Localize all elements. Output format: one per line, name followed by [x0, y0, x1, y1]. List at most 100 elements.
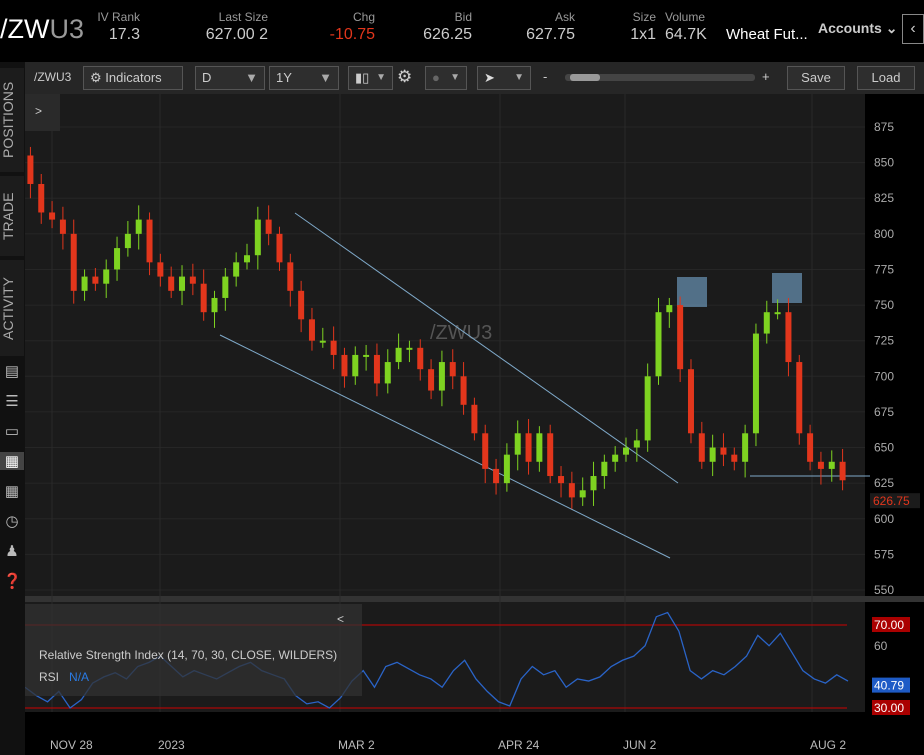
candle-body — [568, 483, 575, 498]
indicators-button[interactable]: ⚙ Indicators — [83, 66, 183, 90]
rsi-level-badge — [872, 700, 910, 715]
candle-body — [395, 347, 402, 363]
drawing-style-select[interactable]: ● ▼ — [425, 66, 467, 90]
symbol-title[interactable]: /ZWU3 — [0, 14, 84, 44]
left-sidebar: POSITIONS TRADE ACTIVITY ▤ ☰ ▭ ▦ ▦ ◷ ♟ ❓ — [0, 62, 25, 755]
candle-body — [81, 276, 88, 291]
aggregation-select[interactable]: D ▼ — [195, 66, 265, 90]
candle-body — [677, 305, 684, 370]
candle-body — [189, 276, 196, 284]
zoom-in-button[interactable]: + — [762, 69, 770, 84]
candle-body — [103, 269, 110, 284]
candle-body — [417, 347, 424, 370]
highlight-box[interactable] — [772, 273, 802, 303]
candle-body — [384, 362, 391, 384]
quote-size: Size 1x1 — [630, 10, 656, 43]
highlight-box[interactable] — [677, 277, 707, 307]
candle-body — [482, 433, 489, 469]
tab-trade[interactable]: TRADE — [0, 176, 24, 256]
chart-icon[interactable]: ▦ — [0, 452, 24, 470]
price-tick: 875 — [874, 120, 894, 134]
help-icon[interactable]: ❓ — [3, 573, 22, 590]
candle-body — [644, 376, 651, 441]
candle-body — [287, 262, 294, 291]
chart-watermark: /ZWU3 — [430, 322, 492, 344]
expand-panel-button[interactable]: > — [25, 94, 60, 131]
candle-body — [828, 461, 835, 469]
quote-chg: Chg -10.75 — [329, 10, 375, 43]
cursor-tool-select[interactable]: ➤ ▼ — [477, 66, 531, 90]
candle-body — [233, 262, 240, 277]
x-tick: MAR 2 — [338, 738, 375, 752]
x-tick: NOV 28 — [50, 738, 93, 752]
candle-body — [70, 233, 77, 291]
candle-body — [373, 354, 380, 384]
candle-body — [27, 155, 34, 184]
candle-body — [612, 454, 619, 462]
candle-body — [709, 447, 716, 462]
people-icon[interactable]: ♟ — [5, 543, 19, 560]
candle-body — [558, 476, 565, 484]
save-button[interactable]: Save — [787, 66, 845, 90]
timeframe-select[interactable]: 1Y ▼ — [269, 66, 339, 90]
rsi-tick: 60 — [874, 639, 888, 653]
dropdown-icon: ▼ — [376, 72, 386, 83]
candle-body — [698, 433, 705, 462]
quote-ask: Ask 627.75 — [526, 10, 575, 43]
price-chart[interactable]: 875 850 825 800 775 750 725 700 675 650 625 600 575 5… — [25, 94, 924, 755]
candle-body — [254, 219, 261, 256]
price-tick: 750 — [874, 298, 894, 312]
price-tick: 725 — [874, 334, 894, 348]
price-tick: 650 — [874, 441, 894, 455]
trendline-upper[interactable] — [294, 212, 679, 484]
candle-body — [460, 376, 467, 405]
tab-activity[interactable]: ACTIVITY — [0, 260, 24, 356]
rsi-label: RSI — [39, 670, 60, 684]
pane-divider[interactable] — [25, 596, 924, 602]
candle-body — [135, 219, 142, 234]
load-button[interactable]: Load — [857, 66, 915, 90]
cursor-arrow-icon: ➤ — [484, 70, 495, 85]
candle-body — [720, 447, 727, 455]
tv-icon[interactable]: ▭ — [4, 423, 20, 440]
quote-header: /ZWU3 IV Rank 17.3 Last Size 627.00 2 Chg -10… — [0, 0, 924, 62]
chevron-left-icon[interactable]: ‹ — [902, 14, 924, 44]
price-plot-area — [25, 94, 865, 596]
price-tick: 700 — [874, 369, 894, 383]
chart-symbol: /ZWU3 — [34, 70, 72, 84]
zoom-slider[interactable] — [565, 74, 755, 81]
list-icon[interactable]: ☰ — [5, 393, 19, 410]
candle-body — [59, 219, 66, 234]
collapse-legend-icon[interactable]: < — [336, 612, 344, 626]
rsi-value: N/A — [69, 670, 90, 684]
candle-body — [222, 276, 229, 298]
candle-body — [265, 219, 272, 234]
candle-body — [428, 369, 435, 391]
chart-book-icon[interactable]: ▤ — [4, 363, 20, 380]
candle-body — [796, 362, 803, 434]
candle-body — [276, 233, 283, 263]
tab-positions[interactable]: POSITIONS — [0, 68, 24, 172]
candle-body — [124, 233, 131, 249]
candle-body — [817, 461, 824, 469]
quote-last-size: Last Size 627.00 2 — [205, 10, 268, 43]
price-tick: 800 — [874, 227, 894, 241]
candle-body — [590, 476, 597, 491]
dropdown-icon: ▼ — [514, 72, 524, 83]
grid-icon[interactable]: ▦ — [4, 483, 20, 500]
settings-gear-icon[interactable]: ⚙ — [397, 67, 413, 86]
zoom-slider-thumb[interactable] — [570, 74, 600, 81]
trendline-lower[interactable] — [219, 334, 671, 559]
candle-body — [785, 312, 792, 363]
candle-body — [525, 433, 532, 462]
zoom-out-button[interactable]: - — [543, 69, 548, 84]
candle-body — [211, 297, 218, 313]
candle-body — [438, 362, 445, 391]
rsi-level-label: 70.00 — [874, 618, 904, 632]
chevron-down-icon: ⌄ — [885, 20, 898, 36]
clock-icon[interactable]: ◷ — [5, 513, 19, 530]
chart-type-select[interactable]: ▮▯ ▼ — [348, 66, 393, 90]
accounts-menu[interactable]: Accounts ⌄ — [818, 20, 898, 36]
last-price: 626.75 — [873, 494, 910, 508]
candle-body — [406, 347, 413, 350]
